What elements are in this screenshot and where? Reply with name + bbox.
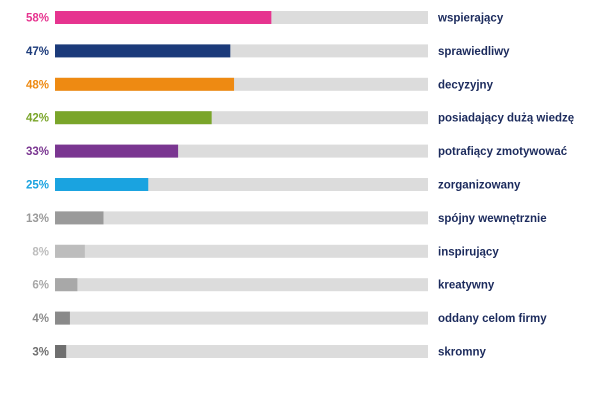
value-label: 8%	[32, 246, 49, 258]
value-label: 33%	[26, 146, 49, 158]
category-label: decyzyjny	[438, 79, 494, 91]
value-label: 4%	[32, 313, 49, 325]
bar	[55, 11, 272, 24]
bar-track	[55, 345, 428, 358]
value-label: 58%	[26, 13, 49, 25]
bar	[55, 77, 235, 91]
bar-track	[55, 278, 428, 292]
value-label: 6%	[32, 280, 49, 292]
bar	[55, 244, 85, 258]
value-label: 25%	[26, 180, 49, 192]
category-label: sprawiedliwy	[438, 46, 510, 58]
category-label: inspirujący	[438, 246, 499, 258]
value-label: 47%	[26, 46, 49, 58]
category-label: wspierający	[437, 13, 504, 25]
category-label: kreatywny	[438, 280, 495, 292]
bar	[55, 311, 70, 325]
category-label: potrafiący zmotywować	[438, 146, 568, 158]
category-label: spójny wewnętrznie	[438, 213, 547, 225]
category-label: skromny	[438, 347, 487, 359]
bar	[55, 144, 179, 158]
bar	[55, 278, 78, 292]
bar	[55, 111, 212, 125]
bar-track	[55, 211, 428, 225]
bar	[55, 44, 231, 58]
bar-track	[55, 244, 428, 258]
value-label: 13%	[26, 213, 49, 225]
value-label: 42%	[26, 113, 49, 125]
category-label: zorganizowany	[438, 180, 521, 192]
category-label: oddany celom firmy	[438, 313, 547, 325]
category-label: posiadający dużą wiedzę	[438, 113, 574, 125]
value-label: 3%	[32, 347, 49, 359]
bar	[55, 178, 149, 191]
value-label: 48%	[26, 79, 49, 91]
bar-track	[55, 311, 428, 325]
bar	[55, 345, 67, 358]
bar	[55, 211, 104, 225]
